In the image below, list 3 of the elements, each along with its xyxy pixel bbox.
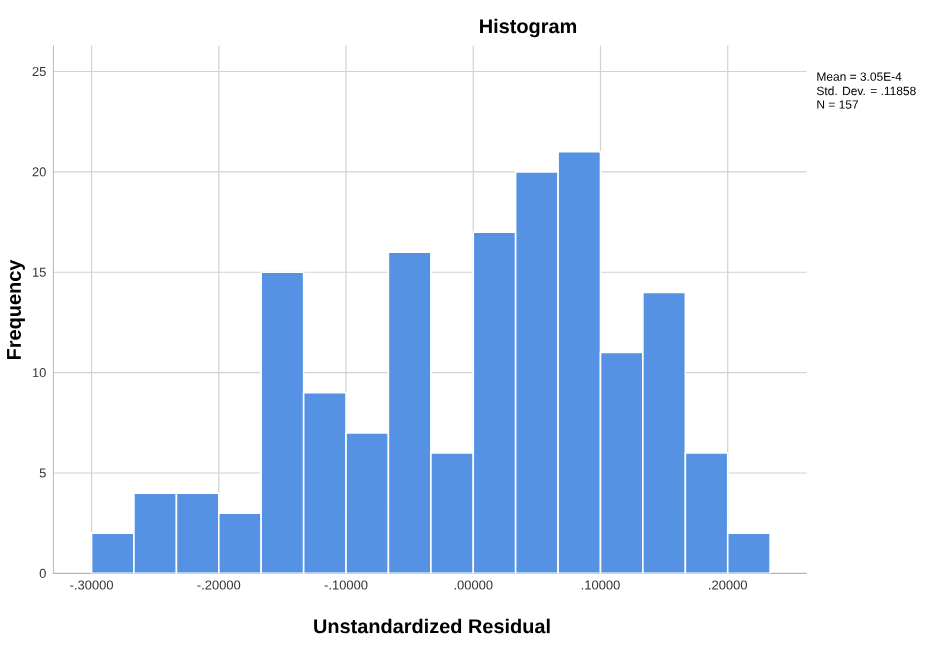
y-axis-title: Frequency <box>7 259 25 360</box>
x-axis-title: Unstandardized Residual <box>314 618 550 634</box>
chart-title: Histogram <box>480 18 577 38</box>
